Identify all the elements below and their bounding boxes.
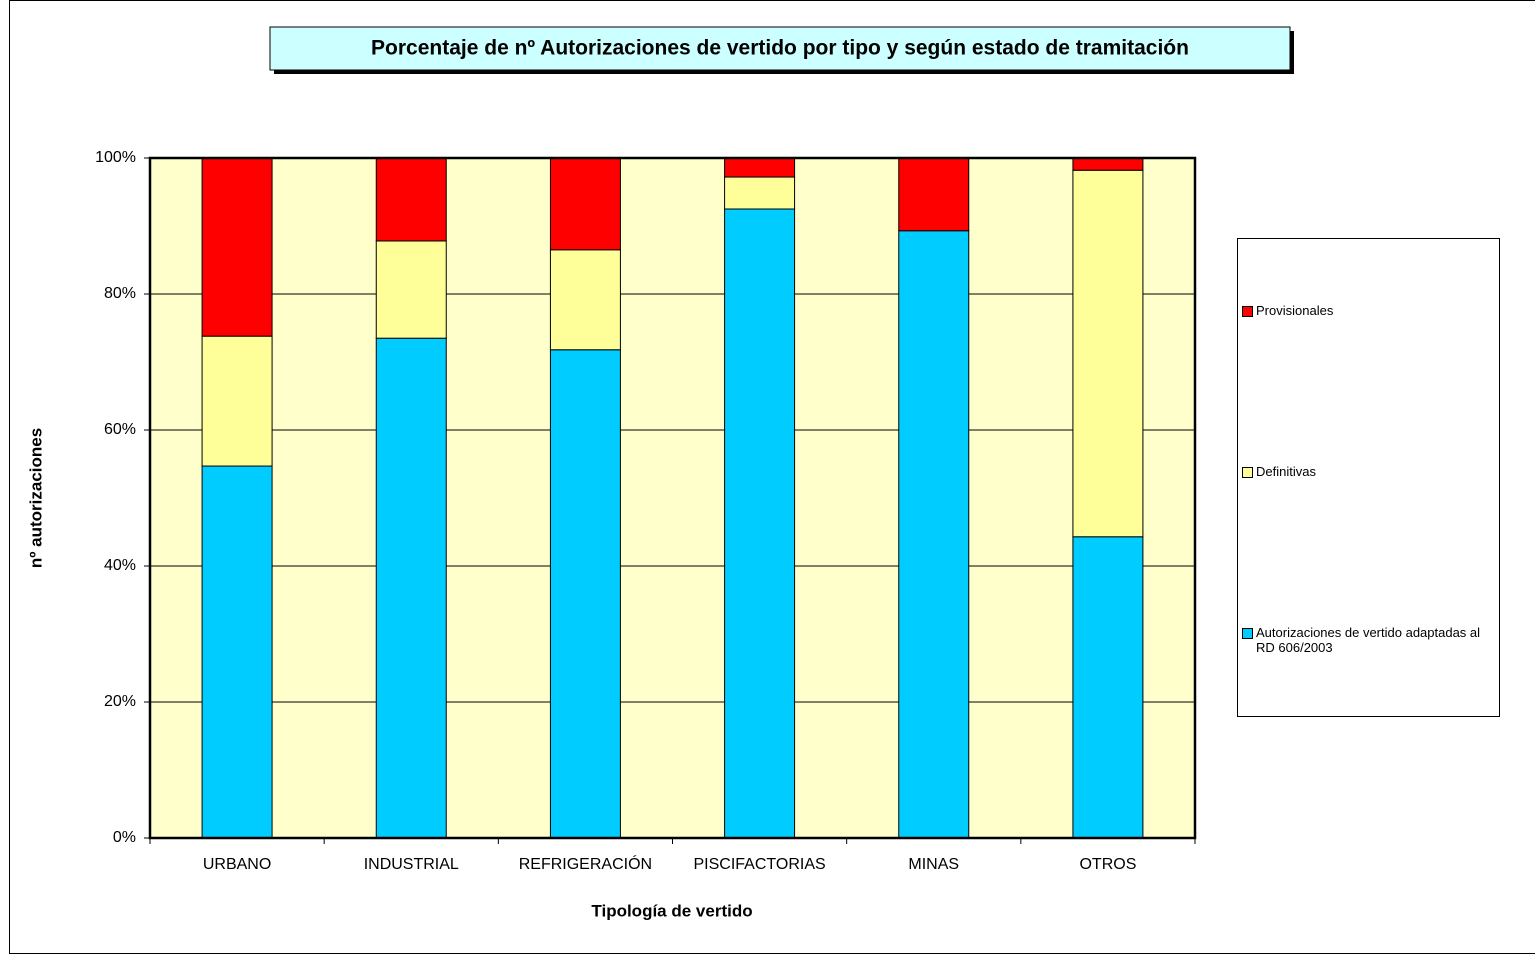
chart-title: Porcentaje de nº Autorizaciones de verti… xyxy=(371,37,1189,60)
legend: Provisionales Definitivas Autorizaciones d… xyxy=(1237,238,1500,717)
legend-swatch xyxy=(1242,628,1253,639)
x-tick-label: REFRIGERACIÓN xyxy=(519,854,652,873)
bar-segment xyxy=(201,465,273,839)
bar-segment xyxy=(898,157,970,232)
bar-segment xyxy=(724,208,796,839)
x-tick-label: OTROS xyxy=(1079,856,1136,873)
legend-item: Definitivas xyxy=(1242,464,1497,479)
legend-label: Provisionales xyxy=(1256,303,1334,318)
bar-segment xyxy=(724,157,796,178)
bar-segment xyxy=(549,157,621,251)
bar-segment xyxy=(1072,169,1144,538)
legend-label: Definitivas xyxy=(1256,464,1316,479)
bar-segment xyxy=(1072,157,1144,171)
legend-item: Provisionales xyxy=(1242,303,1497,318)
legend-label: Autorizaciones de vertido adaptadas al R… xyxy=(1256,625,1481,655)
legend-swatch xyxy=(1242,467,1253,478)
legend-item: Autorizaciones de vertido adaptadas al R… xyxy=(1242,625,1497,655)
plot-border xyxy=(148,156,1197,840)
y-tick-label: 60% xyxy=(104,421,136,438)
y-axis-label: nº autorizaciones xyxy=(26,428,45,568)
x-tick-label: MINAS xyxy=(908,856,959,873)
bar-segment xyxy=(375,240,447,339)
bar-segment xyxy=(549,249,621,351)
bar-segment xyxy=(201,335,273,467)
legend-swatch xyxy=(1242,306,1253,317)
y-tick-label: 20% xyxy=(104,693,136,710)
bar-segment xyxy=(375,337,447,839)
y-tick-label: 40% xyxy=(104,557,136,574)
bar-segment xyxy=(724,176,796,210)
x-tick-label: PISCIFACTORIAS xyxy=(693,856,825,873)
title-box xyxy=(269,26,1291,71)
bar-segment xyxy=(201,157,273,337)
y-tick-label: 0% xyxy=(113,829,136,846)
y-tick-label: 100% xyxy=(95,149,136,166)
x-axis-label: Tipología de vertido xyxy=(591,901,752,920)
bar-segment xyxy=(549,349,621,839)
x-tick-label: INDUSTRIAL xyxy=(364,856,459,873)
y-tick-label: 80% xyxy=(104,285,136,302)
bar-segment xyxy=(898,230,970,839)
bar-segment xyxy=(375,157,447,242)
plot-area xyxy=(150,158,1195,838)
x-tick-label: URBANO xyxy=(203,856,271,873)
bar-segment xyxy=(1072,536,1144,839)
